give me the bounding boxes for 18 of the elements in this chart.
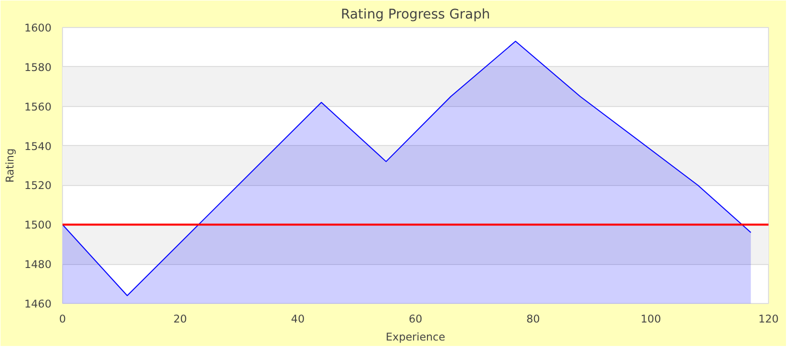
x-tick-label: 0: [59, 312, 66, 326]
x-tick-label: 60: [408, 312, 422, 326]
y-axis-title: Rating: [3, 148, 16, 183]
x-tick-label: 120: [758, 312, 779, 326]
x-tick-label: 40: [291, 312, 305, 326]
y-tick-label: 1520: [24, 179, 52, 192]
y-tick-label: 1580: [24, 60, 52, 74]
x-tick-label: 80: [526, 312, 540, 326]
x-tick-label: 100: [640, 312, 662, 326]
y-tick-label: 1460: [24, 298, 52, 310]
x-axis-title: Experience: [386, 330, 446, 344]
y-tick-label: 1480: [24, 258, 52, 272]
y-tick-label: 1600: [24, 22, 52, 34]
x-tick-label: 20: [173, 312, 188, 326]
y-tick-label: 1560: [24, 100, 52, 114]
y-tick-label: 1540: [24, 140, 52, 153]
chart-title: Rating Progress Graph: [340, 8, 490, 22]
y-tick-label: 1500: [24, 218, 52, 232]
